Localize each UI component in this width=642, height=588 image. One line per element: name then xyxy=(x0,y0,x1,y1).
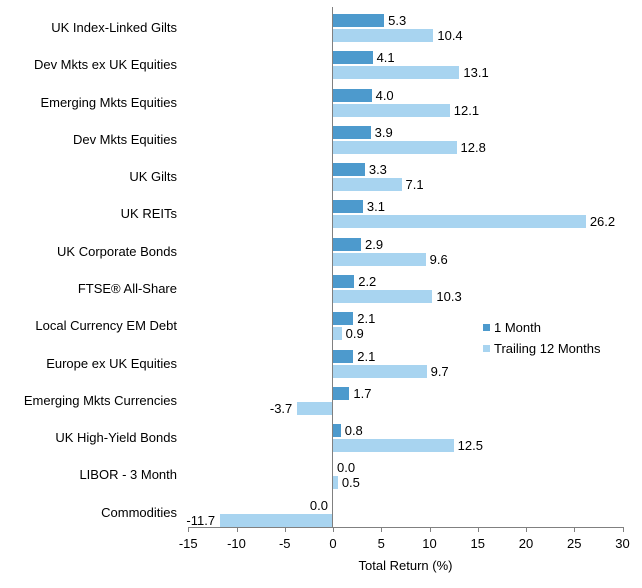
x-axis-tick-label: 15 xyxy=(470,536,485,551)
bar-value-label: 3.1 xyxy=(366,199,385,215)
category-label: Emerging Mkts Currencies xyxy=(23,392,177,408)
bar-1-month xyxy=(333,274,355,288)
bar-value-label: 7.1 xyxy=(405,177,424,193)
category-label: UK Corporate Bonds xyxy=(57,243,177,259)
x-axis-tick-label: -10 xyxy=(227,536,246,551)
bar-value-label: 0.0 xyxy=(337,460,356,476)
bar-value-label: 12.5 xyxy=(457,438,483,454)
bar-value-label: 0.8 xyxy=(344,423,363,439)
x-axis-tick-label: 0 xyxy=(329,536,337,551)
x-axis-tick-label: 30 xyxy=(615,536,630,551)
x-axis-tick-label: 20 xyxy=(518,536,534,551)
bar-value-label: 5.3 xyxy=(388,13,407,28)
bar-value-label: 0.9 xyxy=(345,326,364,342)
bar-value-label: 0.0 xyxy=(309,497,328,513)
bar-value-label: 26.2 xyxy=(589,214,616,230)
bar-value-label: 4.0 xyxy=(375,87,394,103)
bar-trailing-12-months xyxy=(333,252,426,266)
x-axis-tick-label: 10 xyxy=(422,536,437,551)
bar-1-month xyxy=(333,125,371,139)
category-label: Dev Mkts Equities xyxy=(72,131,177,147)
bar-1-month xyxy=(333,200,363,214)
bar-1-month xyxy=(333,163,365,177)
bar-trailing-12-months xyxy=(333,476,338,490)
bar-value-label: 0.5 xyxy=(341,475,360,491)
bar-value-label: 13.1 xyxy=(463,65,489,81)
y-axis-line xyxy=(332,7,333,527)
x-axis-tick xyxy=(333,527,334,532)
legend-label-trailing-12-months: Trailing 12 Months xyxy=(494,340,601,356)
x-axis-tick-label: 5 xyxy=(377,536,385,551)
x-axis-tick xyxy=(477,527,479,532)
bar-value-label: 2.2 xyxy=(358,273,377,289)
bar-trailing-12-months xyxy=(333,215,586,229)
legend-item-trailing-12-months: Trailing 12 Months xyxy=(483,340,601,356)
bar-1-month xyxy=(333,349,354,363)
bar-value-label: 3.9 xyxy=(374,124,393,140)
x-axis-tick xyxy=(622,527,624,532)
bar-trailing-12-months xyxy=(333,289,433,303)
bar-trailing-12-months xyxy=(333,103,450,117)
bar-value-label: 10.3 xyxy=(436,288,462,304)
x-axis-tick-label: 25 xyxy=(567,536,582,551)
bar-1-month xyxy=(333,386,350,400)
category-label: FTSE® All-Share xyxy=(77,280,177,296)
category-label: UK REITs xyxy=(120,206,177,222)
bar-value-label: 10.4 xyxy=(437,28,463,43)
bar-trailing-12-months xyxy=(333,327,342,341)
bar-value-label: 2.1 xyxy=(357,311,376,327)
category-label: Dev Mkts ex UK Equities xyxy=(33,57,177,73)
bar-value-label: 2.9 xyxy=(364,236,384,252)
legend-swatch-1-month-icon xyxy=(483,323,490,331)
bar-value-label: -11.7 xyxy=(186,512,216,528)
x-axis-tick xyxy=(574,527,576,532)
legend-label-1-month: 1 Month xyxy=(494,319,541,335)
x-axis-tick-label: -15 xyxy=(178,536,198,551)
category-label: Commodities xyxy=(101,504,177,520)
bar-1-month xyxy=(333,312,354,326)
bar-1-month xyxy=(333,51,373,65)
bar-trailing-12-months xyxy=(220,513,333,527)
bar-value-label: 12.8 xyxy=(460,139,486,155)
bar-value-label: 1.7 xyxy=(353,385,372,401)
category-label: Emerging Mkts Equities xyxy=(40,94,177,110)
legend-item-1-month: 1 Month xyxy=(483,319,600,335)
bar-trailing-12-months xyxy=(333,364,427,378)
bar-1-month xyxy=(333,14,385,27)
bar-value-label: 9.7 xyxy=(430,363,449,379)
x-axis-tick xyxy=(188,527,190,532)
bar-trailing-12-months xyxy=(333,140,457,154)
bar-trailing-12-months xyxy=(297,401,333,415)
x-axis-tick xyxy=(429,527,431,532)
bar-trailing-12-months xyxy=(333,439,454,453)
x-axis-tick-label: -5 xyxy=(278,536,291,551)
bar-trailing-12-months xyxy=(333,29,434,42)
category-label: Local Currency EM Debt xyxy=(35,318,177,334)
category-label: LIBOR - 3 Month xyxy=(79,467,177,483)
category-label: UK Gilts xyxy=(129,169,177,185)
x-axis-tick xyxy=(236,527,238,532)
bar-value-label: -3.7 xyxy=(269,400,293,416)
bar-value-label: 4.1 xyxy=(376,50,395,66)
bar-1-month xyxy=(333,88,372,102)
category-label: Europe ex UK Equities xyxy=(46,355,177,371)
x-axis-tick xyxy=(526,527,527,532)
bar-value-label: 3.3 xyxy=(368,162,387,178)
x-axis-tick xyxy=(284,527,286,532)
bar-value-label: 2.1 xyxy=(357,348,376,364)
x-axis-title: Total Return (%) xyxy=(358,558,453,573)
category-label: UK Index-Linked Gilts xyxy=(51,20,177,35)
bar-value-label: 9.6 xyxy=(429,251,448,267)
legend-swatch-trailing-12-months-icon xyxy=(483,344,490,352)
bar-trailing-12-months xyxy=(333,66,460,80)
bar-1-month xyxy=(333,237,361,251)
bar-value-label: 12.1 xyxy=(453,102,480,118)
x-axis-tick xyxy=(381,527,383,532)
bar-1-month xyxy=(333,424,341,438)
bar-trailing-12-months xyxy=(333,178,402,192)
legend: 1 Month Trailing 12 Months xyxy=(483,320,600,362)
category-label: UK High-Yield Bonds xyxy=(55,430,177,446)
x-axis-line xyxy=(188,527,624,528)
